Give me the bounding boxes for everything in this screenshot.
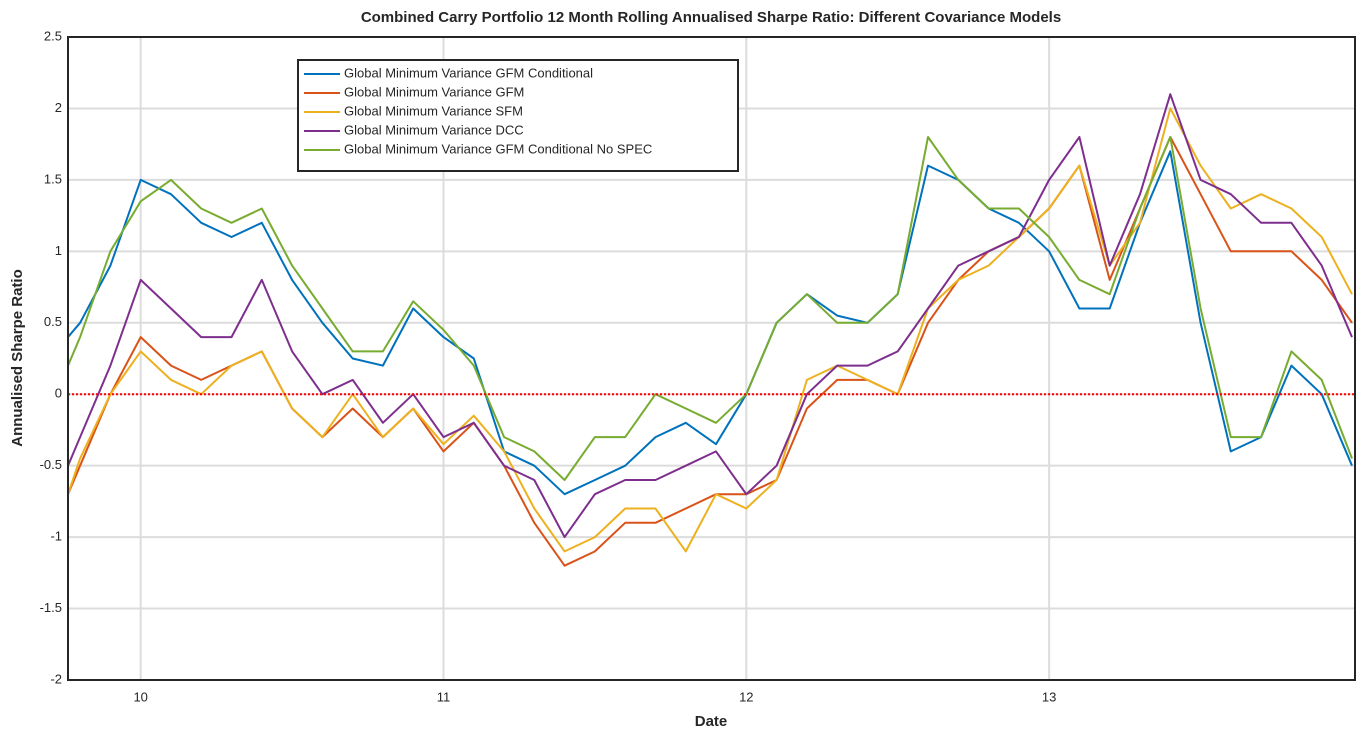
x-tick-label: 10 [133, 689, 147, 704]
legend-label: Global Minimum Variance GFM [344, 84, 524, 99]
y-tick-label: -1 [50, 529, 62, 544]
series-line [68, 150, 1353, 496]
x-tick-label: 13 [1042, 689, 1056, 704]
chart-title: Combined Carry Portfolio 12 Month Rollin… [361, 9, 1061, 26]
y-tick-label: -0.5 [40, 457, 62, 472]
legend-label: Global Minimum Variance DCC [344, 122, 524, 137]
y-tick-label: -2 [50, 671, 62, 686]
plot-area [68, 93, 1355, 567]
y-axis-label: Annualised Sharpe Ratio [9, 269, 26, 447]
x-tick-label: 11 [437, 689, 451, 704]
x-axis-label: Date [695, 713, 728, 730]
axes-box [67, 36, 1356, 681]
y-tick-label: 1.5 [44, 171, 62, 186]
y-tick-label: 0 [55, 386, 62, 401]
series-line [68, 136, 1353, 481]
series-line [68, 107, 1353, 553]
y-tick-label: -1.5 [40, 600, 62, 615]
x-tick-label: 12 [739, 689, 753, 704]
y-tick-label: 2.5 [44, 28, 62, 43]
y-tick-label: 1 [55, 243, 62, 258]
y-tick-label: 0.5 [44, 314, 62, 329]
legend-label: Global Minimum Variance SFM [344, 103, 523, 118]
legend-box [297, 59, 739, 172]
legend-label: Global Minimum Variance GFM Conditional [344, 65, 593, 80]
series-line [68, 93, 1353, 539]
legend-label: Global Minimum Variance GFM Conditional … [344, 141, 652, 156]
y-tick-label: 2 [55, 100, 62, 115]
